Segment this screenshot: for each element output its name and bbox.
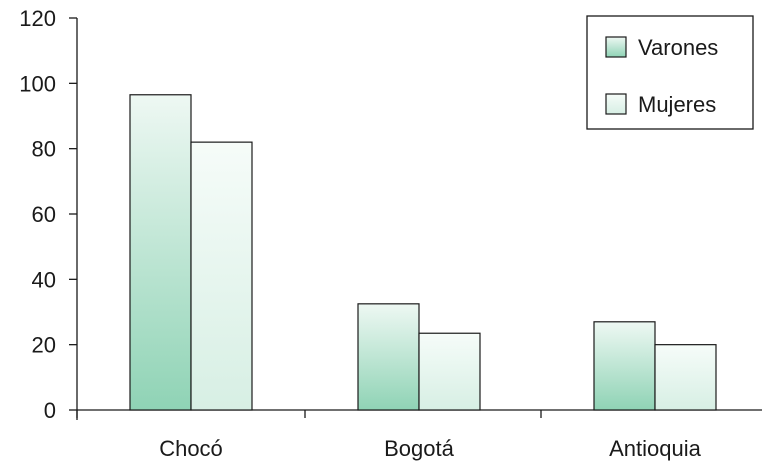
category-label: Antioquia: [609, 436, 702, 461]
y-tick-label: 100: [19, 71, 56, 96]
y-tick-label: 0: [44, 398, 56, 423]
y-tick-label: 40: [32, 267, 56, 292]
legend-label: Mujeres: [638, 92, 716, 117]
category-label: Chocó: [159, 436, 223, 461]
y-axis: 0 20 40 60 80 100 120: [19, 6, 78, 423]
bar-varones-1: [357, 303, 420, 411]
legend-swatch-varones: [605, 36, 627, 58]
legend: Varones Mujeres: [586, 15, 754, 130]
legend-label: Varones: [638, 35, 718, 60]
bars: [129, 94, 717, 411]
y-tick-label: 120: [19, 6, 56, 31]
bar-mujeres-1: [418, 332, 481, 411]
y-tick-label: 60: [32, 202, 56, 227]
bar-mujeres-2: [654, 344, 717, 411]
y-tick-label: 20: [32, 333, 56, 358]
x-axis: Chocó Bogotá Antioquia: [76, 409, 762, 461]
bar-varones-2: [593, 321, 656, 411]
y-tick-label: 80: [32, 137, 56, 162]
bar-mujeres-0: [190, 141, 253, 411]
category-label: Bogotá: [384, 436, 454, 461]
bar-varones-0: [129, 94, 192, 411]
legend-swatch-mujeres: [605, 93, 627, 115]
